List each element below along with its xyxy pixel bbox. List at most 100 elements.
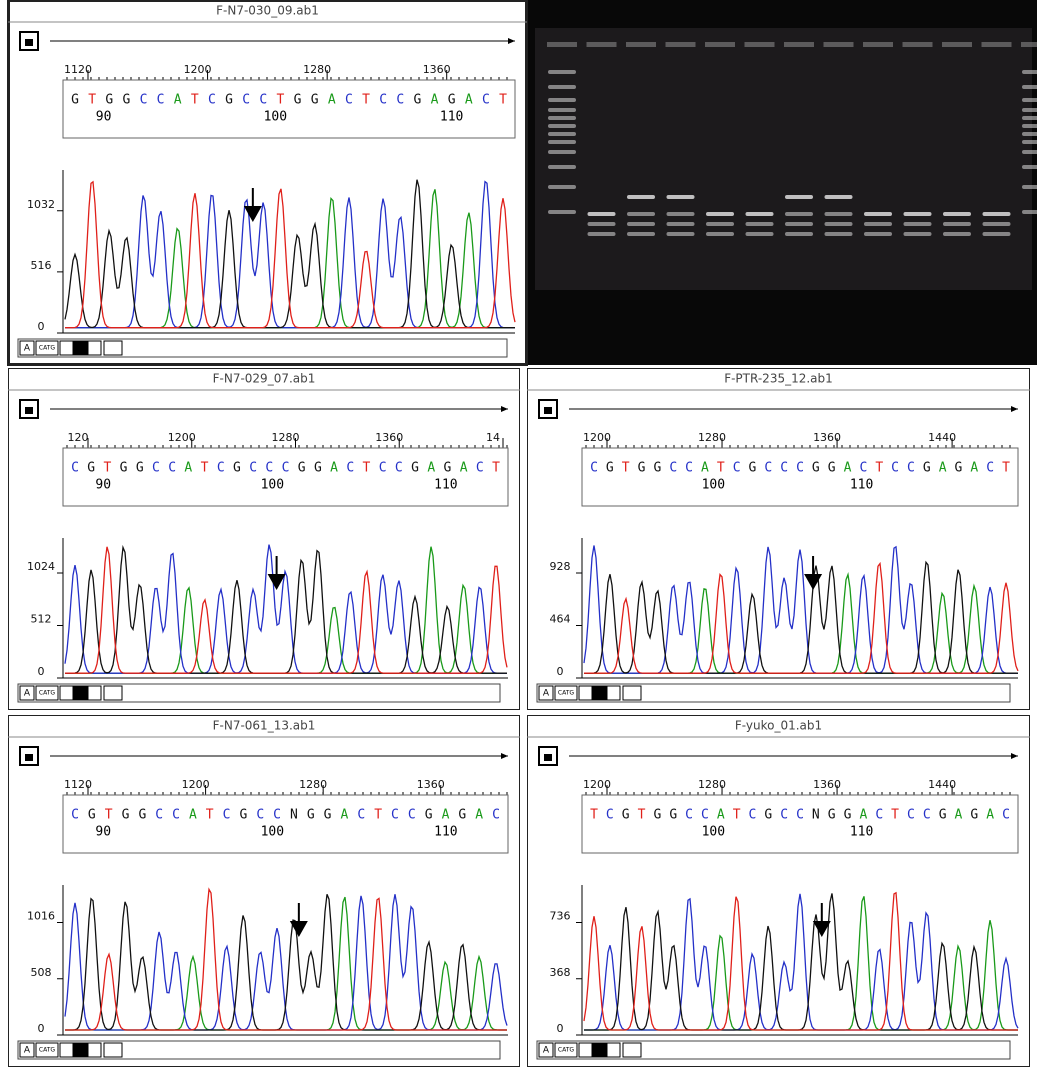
well — [863, 42, 893, 47]
band — [1022, 210, 1037, 214]
ruler-label: 120 — [68, 431, 89, 444]
band — [548, 150, 576, 154]
band — [588, 222, 616, 226]
gel-image — [527, 0, 1037, 365]
base-call: C — [217, 461, 225, 476]
band — [785, 222, 813, 226]
band — [1022, 70, 1037, 74]
band — [627, 212, 655, 216]
tool-button[interactable] — [104, 341, 122, 355]
tool-button[interactable] — [579, 1043, 592, 1057]
base-call: T — [201, 461, 209, 476]
base-position: 90 — [95, 825, 111, 840]
base-call: G — [311, 93, 319, 108]
tool-button[interactable] — [88, 1043, 101, 1057]
band — [627, 232, 655, 236]
base-call: A — [986, 808, 994, 823]
band — [864, 232, 892, 236]
tool-button[interactable] — [623, 686, 641, 700]
base-call: G — [298, 461, 306, 476]
base-call: T — [717, 461, 725, 476]
base-call: C — [685, 461, 693, 476]
base-call: C — [907, 808, 915, 823]
base-call: G — [307, 808, 315, 823]
well — [942, 42, 972, 47]
lock-icon — [544, 407, 552, 414]
base-call: C — [482, 93, 490, 108]
band — [548, 116, 576, 120]
base-call: T — [362, 93, 370, 108]
tool-button[interactable] — [104, 686, 122, 700]
band — [1022, 124, 1037, 128]
band — [1022, 185, 1037, 189]
base-call: C — [346, 461, 354, 476]
well — [903, 42, 933, 47]
y-tick-label: 1016 — [27, 910, 55, 923]
base-call: A — [939, 461, 947, 476]
band — [588, 212, 616, 216]
base-position: 110 — [850, 825, 873, 840]
ruler-label: 14 — [486, 431, 500, 444]
base-call: G — [122, 808, 130, 823]
well — [982, 42, 1012, 47]
y-tick-label: 464 — [550, 613, 571, 626]
band — [904, 212, 932, 216]
tool-button[interactable] — [88, 341, 101, 355]
base-call: C — [345, 93, 353, 108]
tool-label: CATG — [558, 1047, 574, 1054]
base-call: A — [189, 808, 197, 823]
base-call: A — [859, 808, 867, 823]
tool-button[interactable] — [74, 1043, 87, 1057]
band — [548, 140, 576, 144]
base-position: 100 — [702, 478, 725, 493]
base-call: T — [733, 808, 741, 823]
well — [824, 42, 854, 47]
base-call: C — [208, 93, 216, 108]
base-call: G — [844, 808, 852, 823]
base-call: A — [174, 93, 182, 108]
tool-button[interactable] — [88, 686, 101, 700]
base-call: G — [87, 461, 95, 476]
tool-label: A — [543, 1046, 550, 1056]
band — [825, 232, 853, 236]
band — [548, 210, 576, 214]
tool-button[interactable] — [579, 686, 592, 700]
tool-button[interactable] — [607, 1043, 620, 1057]
base-call: G — [444, 461, 452, 476]
base-call: C — [701, 808, 709, 823]
band — [548, 165, 576, 169]
tool-button[interactable] — [74, 341, 87, 355]
band — [667, 212, 695, 216]
tool-button[interactable] — [60, 686, 73, 700]
base-call: A — [328, 93, 336, 108]
band — [785, 195, 813, 199]
tool-button[interactable] — [607, 686, 620, 700]
base-call: A — [184, 461, 192, 476]
file-title: F-PTR-235_12.ab1 — [724, 372, 833, 386]
base-call: G — [71, 93, 79, 108]
base-call: C — [282, 461, 290, 476]
base-call: C — [923, 808, 931, 823]
base-call: C — [379, 461, 387, 476]
tool-button[interactable] — [104, 1043, 122, 1057]
tool-button[interactable] — [60, 341, 73, 355]
y-tick-label: 508 — [31, 966, 52, 979]
y-tick-label: 1024 — [27, 560, 55, 573]
base-call: G — [638, 461, 646, 476]
band — [1022, 116, 1037, 120]
base-call: T — [191, 93, 199, 108]
y-tick-label: 0 — [557, 665, 564, 678]
tool-button[interactable] — [593, 1043, 606, 1057]
base-position: 110 — [850, 478, 873, 493]
tool-button[interactable] — [74, 686, 87, 700]
tool-button[interactable] — [60, 1043, 73, 1057]
chromatogram-panel: F-yuko_01.ab11200128013601440TCGTGGCCATC… — [527, 716, 1030, 1067]
band — [627, 195, 655, 199]
base-call: T — [492, 461, 500, 476]
band — [983, 222, 1011, 226]
band — [943, 222, 971, 226]
file-title: F-N7-029_07.ab1 — [213, 372, 316, 386]
tool-button[interactable] — [593, 686, 606, 700]
tool-button[interactable] — [623, 1043, 641, 1057]
